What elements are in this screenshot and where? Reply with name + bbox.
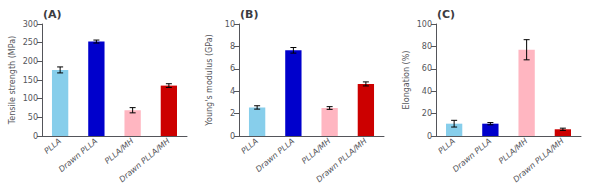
svg-text:80: 80: [422, 42, 432, 51]
svg-text:6: 6: [230, 64, 235, 73]
svg-text:250: 250: [23, 38, 38, 47]
svg-text:Drawn PLLA: Drawn PLLA: [57, 137, 99, 175]
svg-text:2: 2: [230, 109, 235, 118]
svg-text:PLLA: PLLA: [43, 137, 64, 156]
svg-text:0: 0: [230, 132, 235, 141]
svg-text:50: 50: [28, 113, 38, 122]
svg-text:0: 0: [427, 132, 432, 141]
svg-text:PLLA: PLLA: [240, 137, 261, 156]
svg-text:(C): (C): [437, 8, 455, 21]
svg-text:Elongation (%): Elongation (%): [402, 51, 411, 110]
svg-text:40: 40: [422, 87, 432, 96]
svg-text:8: 8: [230, 42, 235, 51]
svg-text:10: 10: [225, 20, 235, 29]
svg-text:4: 4: [230, 87, 235, 96]
svg-text:(A): (A): [43, 8, 62, 21]
svg-text:60: 60: [422, 64, 432, 73]
svg-text:100: 100: [23, 94, 38, 103]
svg-text:Young's modulus (GPa): Young's modulus (GPa): [205, 34, 214, 127]
svg-text:300: 300: [23, 20, 38, 29]
svg-text:0: 0: [33, 132, 38, 141]
svg-text:PLLA/MH: PLLA/MH: [300, 137, 332, 166]
svg-text:PLLA: PLLA: [437, 137, 458, 156]
svg-text:PLLA/MH: PLLA/MH: [103, 137, 135, 166]
svg-text:Drawn PLLA/MH: Drawn PLLA/MH: [117, 137, 171, 185]
svg-text:20: 20: [422, 109, 432, 118]
svg-text:Drawn PLLA: Drawn PLLA: [254, 137, 296, 175]
svg-text:(B): (B): [240, 8, 258, 21]
svg-text:Tensile strength (MPa): Tensile strength (MPa): [8, 36, 17, 125]
svg-text:150: 150: [23, 76, 38, 85]
svg-text:100: 100: [417, 20, 432, 29]
svg-text:Drawn PLLA: Drawn PLLA: [451, 137, 493, 175]
svg-text:Drawn PLLA/MH: Drawn PLLA/MH: [511, 137, 565, 185]
svg-text:200: 200: [23, 57, 38, 66]
svg-text:PLLA/MH: PLLA/MH: [497, 137, 529, 166]
svg-text:Drawn PLLA/MH: Drawn PLLA/MH: [314, 137, 368, 185]
